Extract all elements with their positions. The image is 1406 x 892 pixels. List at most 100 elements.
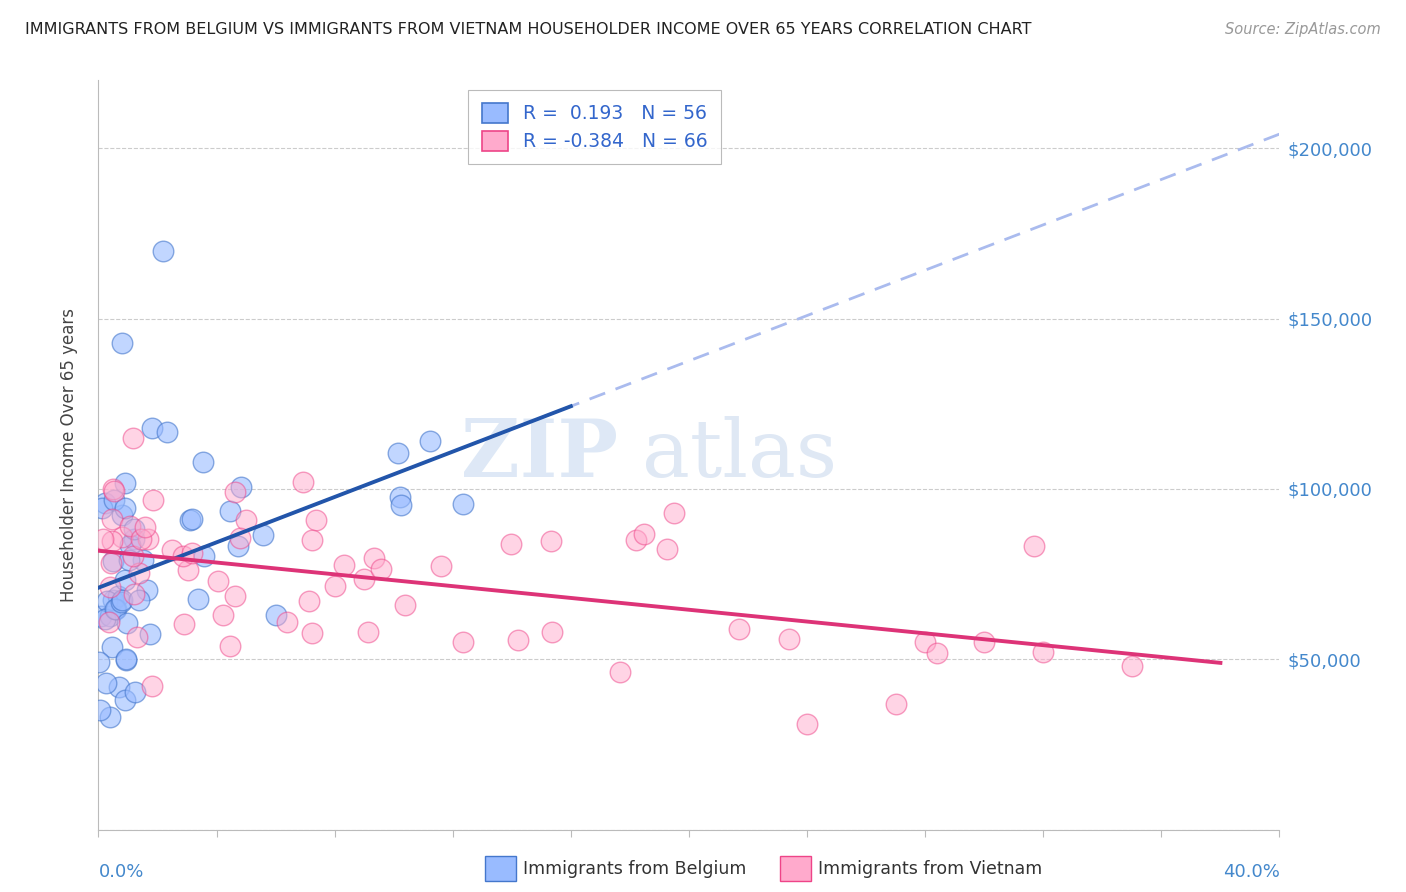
Point [100, 557, 122, 571]
Point [104, 601, 127, 615]
Point [226, 539, 249, 553]
Point [633, 526, 655, 541]
Point [98, 580, 121, 594]
Point [98, 609, 121, 624]
Point [224, 589, 246, 603]
Point [101, 512, 124, 526]
Point [506, 633, 529, 648]
Point [141, 420, 163, 434]
Point [609, 665, 631, 679]
Point [264, 607, 287, 622]
Point [107, 589, 129, 603]
Point [128, 566, 150, 581]
Point [114, 574, 136, 588]
Point [884, 697, 907, 711]
Point [796, 717, 818, 731]
Text: ZIP: ZIP [461, 416, 619, 494]
Point [191, 455, 214, 469]
Point [96, 593, 118, 607]
Text: 0.0%: 0.0% [98, 863, 143, 881]
Point [136, 583, 159, 598]
Point [94, 496, 117, 510]
Point [429, 559, 451, 574]
Point [305, 513, 328, 527]
Point [111, 593, 134, 607]
Point [914, 635, 936, 649]
Point [128, 593, 150, 607]
Point [540, 533, 562, 548]
Point [89, 703, 111, 717]
Point [103, 593, 125, 607]
Point [115, 615, 138, 630]
Point [389, 490, 412, 504]
Point [1032, 645, 1054, 659]
Point [172, 549, 194, 563]
Point [451, 497, 474, 511]
Point [124, 685, 146, 699]
Point [114, 475, 136, 490]
Point [136, 532, 159, 546]
Point [357, 624, 380, 639]
Point [207, 574, 229, 588]
Point [231, 480, 253, 494]
Point [103, 492, 125, 507]
Point [778, 632, 800, 646]
Point [111, 508, 134, 523]
Point [499, 537, 522, 551]
Point [100, 640, 122, 654]
Point [120, 519, 142, 533]
Point [110, 595, 132, 609]
Point [134, 519, 156, 533]
Point [219, 640, 242, 654]
Point [139, 626, 162, 640]
Point [141, 679, 163, 693]
Point [160, 542, 183, 557]
Point [291, 475, 314, 489]
Point [276, 615, 298, 629]
Point [124, 522, 146, 536]
Point [114, 500, 136, 515]
Point [927, 646, 949, 660]
Legend: R =  0.193   N = 56, R = -0.384   N = 66: R = 0.193 N = 56, R = -0.384 N = 66 [468, 90, 720, 164]
Point [419, 434, 441, 449]
Point [122, 587, 145, 601]
Point [105, 602, 128, 616]
Point [394, 598, 416, 612]
Point [93, 612, 115, 626]
Point [180, 546, 202, 560]
Point [387, 446, 409, 460]
Point [129, 532, 152, 546]
Point [177, 563, 200, 577]
Point [212, 607, 235, 622]
Point [624, 533, 647, 548]
Text: atlas: atlas [641, 416, 837, 494]
Point [118, 553, 141, 567]
Point [122, 431, 145, 445]
Point [728, 623, 751, 637]
Point [90, 609, 112, 624]
Text: 40.0%: 40.0% [1223, 863, 1279, 881]
Text: IMMIGRANTS FROM BELGIUM VS IMMIGRANTS FROM VIETNAM HOUSEHOLDER INCOME OVER 65 YE: IMMIGRANTS FROM BELGIUM VS IMMIGRANTS FR… [25, 22, 1032, 37]
Point [224, 485, 246, 500]
Point [187, 592, 209, 607]
Point [101, 534, 124, 549]
Text: Immigrants from Belgium: Immigrants from Belgium [523, 860, 747, 878]
Point [301, 533, 323, 547]
Point [664, 506, 686, 520]
Point [301, 625, 323, 640]
Point [111, 335, 134, 350]
Point [111, 530, 134, 544]
Text: Source: ZipAtlas.com: Source: ZipAtlas.com [1225, 22, 1381, 37]
Point [91, 501, 114, 516]
Point [219, 504, 242, 518]
Point [89, 655, 111, 669]
Point [370, 562, 392, 576]
Point [323, 579, 346, 593]
Text: Immigrants from Vietnam: Immigrants from Vietnam [818, 860, 1042, 878]
Point [228, 531, 250, 545]
Point [132, 552, 155, 566]
Point [193, 549, 215, 564]
Point [115, 652, 138, 666]
Point [180, 512, 202, 526]
Point [125, 631, 148, 645]
